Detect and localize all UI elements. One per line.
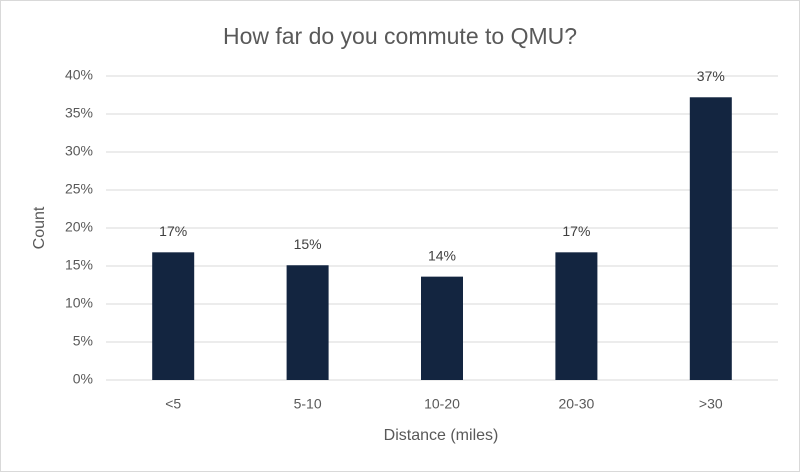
x-axis-label: Distance (miles)	[384, 427, 499, 444]
chart-title: How far do you commute to QMU?	[223, 23, 577, 49]
data-label: 37%	[697, 68, 725, 84]
y-tick-label: 0%	[73, 371, 93, 387]
data-label: 17%	[562, 223, 590, 239]
x-tick-label: <5	[165, 396, 181, 412]
y-tick-label: 40%	[65, 67, 93, 83]
y-tick-label: 30%	[65, 143, 93, 159]
bar	[152, 252, 195, 380]
y-tick-label: 25%	[65, 181, 93, 197]
x-tick-label: 20-30	[558, 396, 594, 412]
x-tick-label: 10-20	[424, 396, 460, 412]
y-tick-label: 5%	[73, 333, 93, 349]
bar	[286, 265, 329, 380]
data-label: 15%	[294, 236, 322, 252]
bar	[421, 276, 463, 380]
bar	[689, 97, 732, 380]
y-axis-label: Count	[31, 206, 48, 249]
data-label: 17%	[159, 223, 187, 239]
data-label: 14%	[428, 247, 456, 263]
y-tick-label: 15%	[65, 257, 93, 273]
x-tick-label: 5-10	[294, 396, 322, 412]
y-tick-label: 35%	[65, 105, 93, 121]
x-tick-label: >30	[699, 396, 723, 412]
y-tick-label: 20%	[65, 219, 93, 235]
bar	[555, 252, 598, 380]
y-tick-label: 10%	[65, 295, 93, 311]
